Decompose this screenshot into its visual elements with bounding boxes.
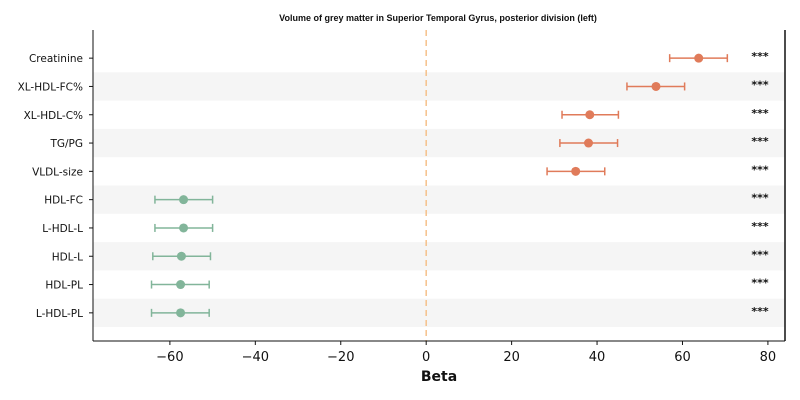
y-tick-label: HDL-FC (44, 195, 83, 207)
significance-label: *** (751, 277, 769, 290)
axes (92, 30, 786, 342)
y-tick-label: HDL-L (52, 251, 83, 263)
x-tick-label: −40 (242, 350, 269, 365)
x-tick-label: −60 (156, 350, 183, 365)
y-tick-label: HDL-PL (45, 280, 83, 292)
significance-label: *** (751, 135, 769, 148)
x-tick-label: 20 (503, 350, 520, 365)
data-point (694, 53, 704, 63)
y-tick-label: L-HDL-L (42, 223, 83, 235)
significance-label: *** (751, 305, 769, 318)
significance-label: *** (751, 192, 769, 205)
data-point (176, 308, 186, 318)
x-tick-label: 0 (422, 350, 430, 365)
x-ticks: −60 −40 −20 0 20 40 60 80 (156, 341, 776, 365)
data-point (584, 138, 594, 148)
data-points (176, 53, 704, 318)
x-tick-label: 40 (589, 350, 606, 365)
data-point (176, 251, 186, 261)
significance-label: *** (751, 107, 769, 120)
y-tick-label: Creatinine (29, 53, 83, 65)
chart-title: Volume of grey matter in Superior Tempor… (279, 13, 597, 23)
y-tick-label: XL-HDL-FC% (18, 81, 83, 93)
data-point (176, 280, 186, 290)
x-axis-label: Beta (421, 369, 457, 385)
data-point (179, 223, 189, 233)
x-tick-label: 60 (674, 350, 691, 365)
significance-label: *** (751, 248, 769, 261)
data-point (571, 166, 581, 176)
y-tick-label: TG/PG (49, 138, 83, 150)
y-tick-label: XL-HDL-C% (24, 110, 83, 122)
data-point (179, 195, 189, 205)
x-tick-label: −20 (327, 350, 354, 365)
row-band (93, 128, 785, 158)
y-tick-labels: Creatinine XL-HDL-FC% XL-HDL-C% TG/PG VLDL-s… (18, 53, 93, 320)
y-tick-label: VLDL-size (32, 166, 83, 178)
x-tick-label: 80 (760, 350, 777, 365)
error-bars (150, 54, 729, 317)
significance-label: *** (751, 78, 769, 91)
significance-label: *** (751, 163, 769, 176)
data-point (651, 81, 661, 91)
y-tick-label: L-HDL-PL (36, 308, 83, 320)
significance-labels: *** *** *** *** *** *** *** *** *** *** (751, 50, 769, 318)
significance-label: *** (751, 50, 769, 63)
data-point (585, 110, 595, 120)
significance-label: *** (751, 220, 769, 233)
